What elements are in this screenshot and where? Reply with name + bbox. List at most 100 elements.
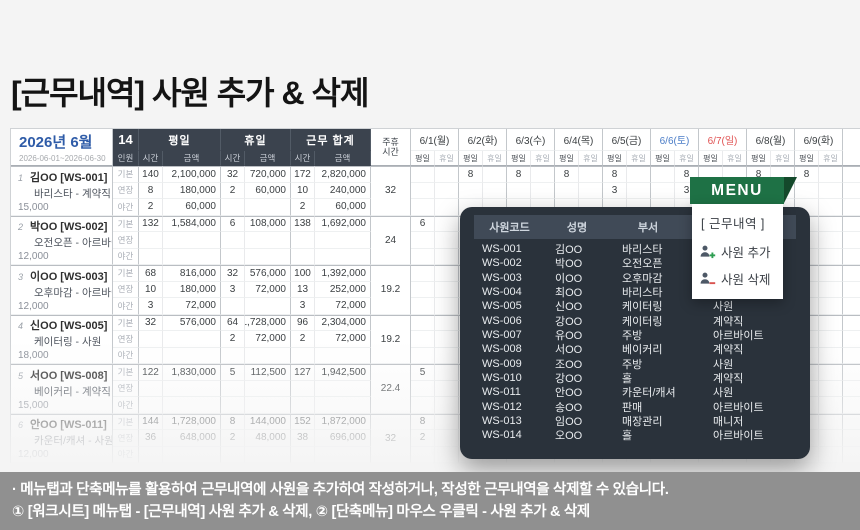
day-cell[interactable]: [843, 249, 860, 265]
cell-total-hours[interactable]: 152: [291, 413, 315, 430]
cell-total-hours[interactable]: [291, 347, 315, 364]
cell-weekday-hours[interactable]: 2: [139, 199, 163, 216]
cell-holiday-hours[interactable]: 32: [221, 166, 245, 183]
menu-item-delete-employee[interactable]: 사원 삭제: [692, 265, 783, 292]
day-cell[interactable]: [843, 265, 860, 282]
cell-weekday-hours[interactable]: 10: [139, 281, 163, 298]
cell-weekday-hours[interactable]: [139, 380, 163, 397]
day-cell[interactable]: [819, 265, 843, 282]
cell-holiday-amount[interactable]: 60,000: [245, 182, 291, 199]
employee-row-WS-008[interactable]: WS-008 서OO 베이커리 계약직: [474, 341, 796, 356]
employee-name-cell[interactable]: 4 신OO [WS-005] 케이터링 - 사원 18,000: [11, 314, 113, 364]
day-cell[interactable]: [819, 182, 843, 199]
day-cell[interactable]: [819, 199, 843, 216]
employee-name-cell[interactable]: 6 안OO [WS-011] 카운터/캐셔 - 사원 12,000: [11, 413, 113, 463]
day-cell[interactable]: [843, 430, 860, 447]
cell-holiday-amount[interactable]: [245, 397, 291, 414]
cell-weekday-hours[interactable]: [139, 446, 163, 463]
cell-weekday-amount[interactable]: 816,000: [163, 265, 221, 282]
cell-total-hours[interactable]: 10: [291, 182, 315, 199]
day-cell[interactable]: [435, 166, 459, 183]
day-cell[interactable]: [819, 331, 843, 348]
day-cell[interactable]: [507, 182, 531, 199]
day-cell[interactable]: [411, 397, 435, 414]
cell-holiday-hours[interactable]: 64: [221, 314, 245, 331]
cell-total-hours[interactable]: [291, 446, 315, 463]
day-cell[interactable]: 5: [411, 364, 435, 381]
cell-total-hours[interactable]: 138: [291, 215, 315, 232]
day-cell[interactable]: [819, 248, 843, 265]
day-cell[interactable]: [411, 232, 435, 249]
day-cell[interactable]: [411, 166, 435, 183]
cell-total-amount[interactable]: [315, 446, 371, 463]
cell-total-amount[interactable]: [315, 380, 371, 397]
cell-holiday-hours[interactable]: 3: [221, 281, 245, 298]
cell-weekday-amount[interactable]: 1,728,000: [163, 413, 221, 430]
day-cell[interactable]: [531, 182, 555, 199]
day-cell[interactable]: [435, 331, 459, 348]
employee-row-WS-014[interactable]: WS-014 오OO 홀 아르바이트: [474, 427, 796, 442]
cell-holiday-hours[interactable]: [221, 248, 245, 265]
cell-weekday-amount[interactable]: 1,584,000: [163, 215, 221, 232]
cell-weekday-amount[interactable]: 648,000: [163, 430, 221, 447]
day-cell[interactable]: [843, 232, 860, 249]
day-cell[interactable]: [435, 182, 459, 199]
weekly-rest-value[interactable]: 32: [371, 413, 411, 463]
cell-holiday-hours[interactable]: [221, 446, 245, 463]
cell-total-hours[interactable]: 172: [291, 166, 315, 183]
cell-total-hours[interactable]: 3: [291, 298, 315, 315]
cell-total-amount[interactable]: [315, 232, 371, 249]
cell-total-amount[interactable]: [315, 397, 371, 414]
cell-total-amount[interactable]: 696,000: [315, 430, 371, 447]
cell-weekday-hours[interactable]: 132: [139, 215, 163, 232]
cell-holiday-hours[interactable]: 2: [221, 182, 245, 199]
cell-weekday-hours[interactable]: [139, 397, 163, 414]
cell-total-amount[interactable]: 1,692,000: [315, 215, 371, 232]
day-cell[interactable]: [843, 364, 860, 381]
cell-holiday-amount[interactable]: 144,000: [245, 413, 291, 430]
cell-weekday-hours[interactable]: 140: [139, 166, 163, 183]
cell-weekday-amount[interactable]: [163, 380, 221, 397]
day-cell[interactable]: [411, 248, 435, 265]
cell-holiday-hours[interactable]: 5: [221, 364, 245, 381]
day-cell[interactable]: [819, 232, 843, 249]
cell-holiday-hours[interactable]: [221, 380, 245, 397]
day-cell[interactable]: [843, 413, 860, 430]
day-cell[interactable]: [435, 232, 459, 249]
cell-weekday-amount[interactable]: 180,000: [163, 182, 221, 199]
day-cell[interactable]: [411, 265, 435, 282]
cell-holiday-amount[interactable]: [245, 199, 291, 216]
day-cell[interactable]: [843, 282, 860, 298]
cell-total-amount[interactable]: 1,942,500: [315, 364, 371, 381]
day-cell[interactable]: [843, 183, 860, 199]
cell-holiday-amount[interactable]: 48,000: [245, 430, 291, 447]
cell-total-amount[interactable]: 72,000: [315, 298, 371, 315]
employee-row-WS-011[interactable]: WS-011 안OO 카운터/캐셔 사원: [474, 384, 796, 399]
day-cell[interactable]: [435, 281, 459, 298]
day-cell[interactable]: [843, 348, 860, 364]
cell-total-amount[interactable]: [315, 347, 371, 364]
cell-weekday-amount[interactable]: [163, 248, 221, 265]
day-cell[interactable]: [819, 413, 843, 430]
day-cell[interactable]: [435, 380, 459, 397]
cell-holiday-amount[interactable]: [245, 446, 291, 463]
day-cell[interactable]: [843, 166, 860, 183]
cell-total-amount[interactable]: 2,304,000: [315, 314, 371, 331]
cell-weekday-hours[interactable]: 144: [139, 413, 163, 430]
employee-row-WS-005[interactable]: WS-005 신OO 케이터링 사원: [474, 298, 796, 313]
weekly-rest-value[interactable]: 19.2: [371, 314, 411, 364]
cell-holiday-hours[interactable]: 2: [221, 331, 245, 348]
employee-row-WS-007[interactable]: WS-007 유OO 주방 아르바이트: [474, 327, 796, 342]
cell-holiday-hours[interactable]: [221, 199, 245, 216]
day-cell[interactable]: [843, 381, 860, 397]
cell-weekday-amount[interactable]: [163, 397, 221, 414]
day-cell[interactable]: [435, 413, 459, 430]
cell-weekday-amount[interactable]: 576,000: [163, 314, 221, 331]
cell-total-hours[interactable]: 2: [291, 331, 315, 348]
cell-holiday-amount[interactable]: 72,000: [245, 281, 291, 298]
day-cell[interactable]: [483, 166, 507, 183]
day-cell[interactable]: [411, 281, 435, 298]
weekly-rest-value[interactable]: 24: [371, 215, 411, 265]
cell-holiday-amount[interactable]: [245, 298, 291, 315]
